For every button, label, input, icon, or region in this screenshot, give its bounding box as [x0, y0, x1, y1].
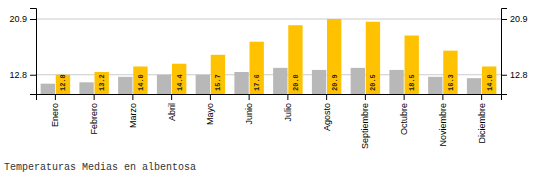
- x-tick-label: Octubre: [399, 103, 409, 135]
- x-tick-label: Julio: [283, 103, 293, 122]
- x-tick: Enero: [50, 94, 60, 127]
- bar: [405, 36, 419, 94]
- x-tick-mark: [55, 94, 56, 100]
- y-tick: 20.9: [9, 14, 36, 24]
- bar: [41, 84, 55, 94]
- bar: [312, 70, 326, 94]
- y-axis: 12.8 20.9: [9, 9, 36, 95]
- x-tick-mark: [326, 94, 327, 100]
- bar: [133, 66, 147, 94]
- x-tick: Mayo: [205, 94, 215, 125]
- x-axis: Enero Febrero Marzo Abril Mayo Junio Julio Agos…: [37, 94, 502, 149]
- data-label: 13.2: [98, 74, 106, 91]
- data-labels: 12.8 13.2 14.0 14.4 15.7 17.6 20.0 20.9 20.5 18.5…: [59, 74, 493, 91]
- x-tick-mark: [132, 94, 133, 100]
- x-tick-mark: [171, 94, 172, 100]
- y2-tick-mark: [501, 19, 507, 20]
- x-tick-label: Marzo: [128, 103, 138, 128]
- x-tick-label: Abril: [167, 103, 177, 121]
- data-label: 20.5: [369, 74, 377, 91]
- x-tick-label: Febrero: [89, 103, 99, 135]
- x-tick-mark: [94, 94, 95, 100]
- x-tick: Abril: [167, 94, 177, 121]
- y-tick-label: 20.9: [9, 14, 27, 24]
- x-tick-label: Mayo: [205, 103, 215, 125]
- y2-tick-label: 20.9: [510, 14, 528, 24]
- bar: [157, 75, 171, 94]
- title: Temperaturas Medias en albentosa: [4, 162, 196, 173]
- x-tick-mark: [210, 94, 211, 100]
- data-label: 14.4: [176, 74, 184, 91]
- y2-tick: 12.8: [501, 70, 528, 80]
- bar: [366, 22, 380, 94]
- bar: [234, 72, 248, 94]
- bar: [118, 77, 132, 94]
- data-label: 20.9: [331, 74, 339, 91]
- bar: [482, 66, 496, 94]
- x-tick-label: Septiembre: [360, 103, 370, 149]
- bar: [428, 77, 442, 94]
- bar: [56, 75, 70, 94]
- x-tick-label: Diciembre: [477, 103, 487, 144]
- y2-tick-label: 12.8: [510, 70, 528, 80]
- chart: 12.8 13.2 14.0 14.4 15.7 17.6 20.0 20.9 20.5 18.5…: [0, 0, 537, 174]
- x-tick: Junio: [244, 94, 254, 125]
- x-tick: Diciembre: [477, 94, 487, 144]
- x-tick-label: Enero: [50, 103, 60, 127]
- y-tick-mark: [30, 19, 36, 20]
- x-tick: Septiembre: [360, 94, 370, 149]
- bar: [172, 64, 186, 94]
- y2-tick: 20.9: [501, 14, 528, 24]
- axis-domain: [502, 9, 508, 95]
- bars: [41, 19, 497, 94]
- x-tick-label: Junio: [244, 103, 254, 125]
- data-label: 14.0: [486, 74, 494, 91]
- x-tick-mark: [365, 94, 366, 100]
- x-tick: Noviembre: [438, 94, 448, 147]
- grid-line: [36, 19, 501, 20]
- y-tick-label: 12.8: [9, 70, 27, 80]
- x-tick-mark: [404, 94, 405, 100]
- data-label: 14.0: [137, 74, 145, 91]
- bar: [351, 68, 365, 94]
- x-tick: Febrero: [89, 94, 99, 135]
- bar: [467, 78, 481, 94]
- x-tick: Marzo: [128, 94, 138, 128]
- data-label: 20.0: [292, 74, 300, 91]
- data-label: 18.5: [408, 74, 416, 91]
- x-tick: Octubre: [399, 94, 409, 135]
- bar: [79, 82, 93, 94]
- x-tick: Julio: [283, 94, 293, 122]
- axis-domain: [37, 95, 502, 101]
- bar: [196, 75, 210, 94]
- x-tick-label: Agosto: [322, 103, 332, 131]
- x-tick-mark: [287, 94, 288, 100]
- y-tick-mark: [30, 75, 36, 76]
- x-tick-mark: [442, 94, 443, 100]
- x-tick-mark: [249, 94, 250, 100]
- plot: 12.8 13.2 14.0 14.4 15.7 17.6 20.0 20.9 20.5 18.5…: [9, 9, 527, 163]
- data-label: 16.3: [447, 74, 455, 91]
- bar: [443, 51, 457, 94]
- x-tick: Agosto: [322, 94, 332, 131]
- bar: [95, 72, 109, 94]
- y-tick: 12.8: [9, 70, 36, 80]
- y2-tick-mark: [501, 75, 507, 76]
- bar: [250, 42, 264, 94]
- data-label: 12.8: [59, 74, 67, 91]
- grid: [36, 19, 501, 75]
- data-label: 15.7: [214, 74, 222, 91]
- bar: [211, 55, 225, 94]
- x-tick-mark: [481, 94, 482, 100]
- bar: [273, 68, 287, 94]
- bar: [288, 25, 302, 94]
- axis-domain: [30, 9, 37, 95]
- data-label: 17.6: [253, 74, 261, 91]
- y2-axis: 12.8 20.9: [501, 9, 528, 95]
- bar: [327, 19, 341, 94]
- x-tick-label: Noviembre: [438, 103, 448, 147]
- bar: [389, 70, 403, 94]
